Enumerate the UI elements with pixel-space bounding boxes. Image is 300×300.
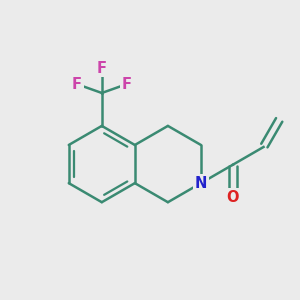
Text: O: O — [227, 190, 239, 205]
Text: F: F — [122, 76, 132, 92]
Text: F: F — [97, 61, 107, 76]
Text: N: N — [195, 176, 207, 190]
Text: F: F — [72, 76, 82, 92]
